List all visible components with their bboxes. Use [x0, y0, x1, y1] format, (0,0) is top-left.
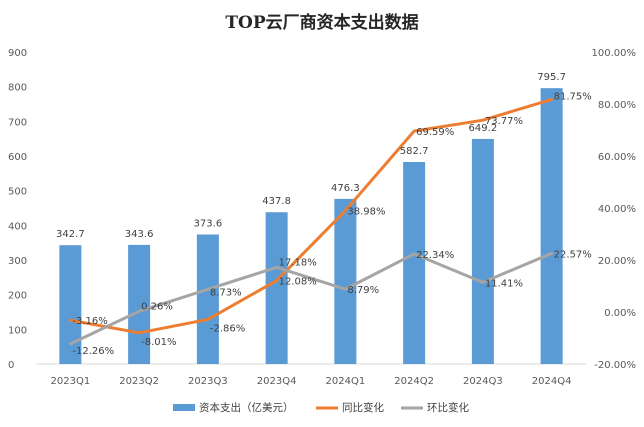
x-tick-label: 2024Q4 [532, 376, 572, 387]
qoq-data-label: -12.26% [72, 346, 114, 357]
bar-data-label: 373.6 [194, 218, 223, 229]
yoy-data-label: -3.16% [72, 316, 107, 327]
bar-data-label: 649.2 [469, 123, 498, 134]
x-axis: 2023Q1 2023Q2 2023Q3 2023Q4 2024Q1 2024Q2 2024… [51, 376, 572, 387]
x-tick-label: 2024Q1 [326, 376, 366, 387]
bar [128, 244, 151, 364]
left-y-tick-label: 800 [8, 83, 27, 94]
left-y-tick-label: 400 [8, 221, 27, 232]
yoy-data-label: -2.86% [210, 323, 245, 334]
x-tick-label: 2024Q3 [463, 376, 503, 387]
qoq-line [68, 251, 554, 346]
qoq-data-label: 17.18% [279, 257, 317, 268]
chart-title: TOP云厂商资本支出数据 [225, 12, 418, 33]
right-y-tick-label: 40.00% [598, 204, 636, 215]
left-y-tick-label: 900 [8, 48, 27, 59]
x-tick-label: 2023Q1 [51, 376, 91, 387]
left-y-tick-label: 600 [8, 152, 27, 163]
yoy-data-label: 81.75% [554, 91, 592, 102]
yoy-data-label: -8.01% [141, 337, 176, 348]
bar [540, 88, 563, 364]
left-y-tick-label: 200 [8, 291, 27, 302]
left-y-axis: 0 100 200 300 400 500 600 700 800 900 [8, 48, 27, 371]
qoq-data-label: 22.34% [416, 250, 454, 261]
bar [196, 234, 219, 364]
left-y-tick-label: 700 [8, 117, 27, 128]
right-y-tick-label: 0.00% [604, 308, 636, 319]
bar-data-label: 343.6 [125, 229, 154, 240]
bar-data-label: 342.7 [56, 229, 85, 240]
bar-data-label: 795.7 [537, 72, 566, 83]
bar [471, 138, 494, 364]
right-y-tick-label: 100.00% [592, 48, 637, 59]
right-y-tick-label: 80.00% [598, 100, 636, 111]
qoq-data-label: 8.73% [210, 287, 242, 298]
left-y-tick-label: 300 [8, 256, 27, 267]
x-tick-label: 2023Q4 [257, 376, 297, 387]
yoy-data-label: 69.59% [416, 127, 454, 138]
right-y-axis: -20.00% 0.00% 20.00% 40.00% 60.00% 80.00% 100.… [592, 48, 637, 371]
x-tick-label: 2023Q3 [188, 376, 228, 387]
yoy-data-label: 38.98% [347, 207, 385, 218]
x-tick-label: 2023Q2 [119, 376, 159, 387]
x-tick-label: 2024Q2 [394, 376, 434, 387]
bar-data-label: 476.3 [331, 183, 360, 194]
legend: 资本支出（亿美元） 同比变化 环比变化 [173, 401, 469, 414]
bar [334, 198, 357, 364]
legend-label-qoq: 环比变化 [427, 401, 469, 414]
line-data-labels: -3.16% -8.01% -2.86% 12.08% 38.98% 69.59% 73.7… [72, 91, 591, 356]
qoq-data-label: 22.57% [554, 249, 592, 260]
yoy-data-label: 73.77% [485, 116, 523, 127]
left-y-tick-label: 100 [8, 325, 27, 336]
yoy-line [68, 97, 554, 335]
left-y-tick-label: 500 [8, 187, 27, 198]
bar [59, 245, 82, 364]
right-y-tick-label: -20.00% [594, 360, 636, 371]
bar-data-label: 437.8 [262, 196, 291, 207]
left-y-tick-label: 0 [8, 360, 14, 371]
right-y-tick-label: 60.00% [598, 152, 636, 163]
bar-data-labels: 342.7 343.6 373.6 437.8 476.3 582.7 649.2 795.7 [56, 72, 566, 240]
qoq-data-label: 8.79% [347, 285, 379, 296]
right-y-tick-label: 20.00% [598, 256, 636, 267]
qoq-data-label: 0.26% [141, 301, 173, 312]
bar-series [59, 88, 563, 364]
legend-swatch-capex [173, 404, 195, 411]
legend-label-yoy: 同比变化 [342, 401, 384, 414]
line-series [68, 97, 554, 346]
legend-label-capex: 资本支出（亿美元） [199, 401, 294, 414]
yoy-data-label: 12.08% [279, 277, 317, 288]
bar [403, 161, 426, 364]
qoq-data-label: 11.41% [485, 278, 523, 289]
bar [265, 212, 288, 364]
bar-data-label: 582.7 [400, 146, 429, 157]
